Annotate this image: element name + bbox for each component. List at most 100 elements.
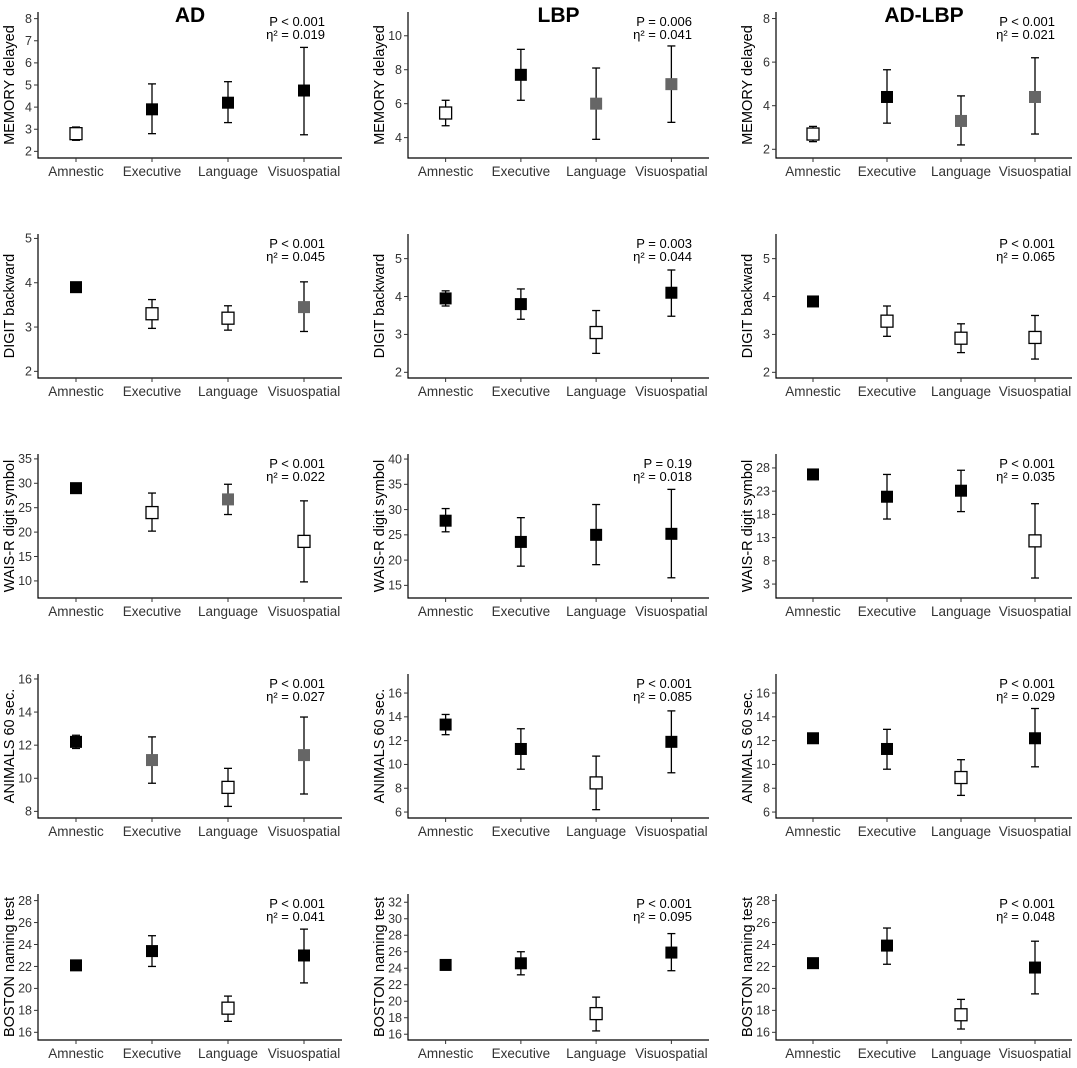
data-point-marker: [590, 528, 603, 541]
y-tick-label: 6: [25, 56, 32, 70]
y-tick-label: 5: [25, 232, 32, 246]
x-tick-label: Executive: [123, 384, 182, 399]
x-tick-label: Visuospatial: [999, 384, 1072, 399]
y-tick-label: 14: [388, 710, 402, 724]
y-tick-label: 24: [756, 938, 770, 952]
y-tick-label: 20: [756, 982, 770, 996]
x-tick-label: Visuospatial: [268, 604, 341, 619]
data-point-marker: [880, 314, 894, 328]
x-tick-label: Language: [198, 824, 258, 839]
x-tick-label: Visuospatial: [999, 604, 1072, 619]
stat-eta-squared: η² = 0.029: [996, 689, 1055, 704]
data-point-marker: [146, 945, 158, 958]
x-tick-label: Language: [566, 384, 626, 399]
data-point-marker: [807, 295, 819, 308]
data-point-marker: [807, 732, 819, 745]
data-point-marker: [881, 939, 893, 952]
data-point-marker: [881, 742, 893, 755]
y-tick-label: 6: [763, 805, 770, 819]
y-tick-label: 24: [18, 938, 32, 952]
x-tick-label: Language: [566, 164, 626, 179]
stat-eta-squared: η² = 0.019: [266, 27, 325, 42]
x-tick-label: Executive: [858, 384, 917, 399]
data-point-marker: [954, 770, 968, 785]
y-tick-label: 24: [388, 962, 402, 976]
y-tick-label: 28: [756, 461, 770, 475]
x-tick-label: Executive: [123, 604, 182, 619]
data-point-marker: [1028, 330, 1042, 345]
data-point-marker: [665, 946, 678, 959]
y-tick-label: 15: [18, 550, 32, 564]
y-tick-label: 10: [388, 29, 402, 43]
y-tick-label: 30: [18, 477, 32, 491]
y-tick-label: 16: [388, 1028, 402, 1042]
x-tick-label: Amnestic: [48, 604, 104, 619]
y-axis-label: ANIMALS 60 sec.: [740, 689, 756, 803]
stat-p-value: P < 0.001: [999, 14, 1055, 29]
x-tick-label: Visuospatial: [635, 824, 708, 839]
data-point-marker: [807, 957, 819, 970]
data-point-marker: [298, 949, 310, 962]
y-tick-label: 16: [18, 672, 32, 686]
x-tick-label: Executive: [858, 164, 917, 179]
stat-eta-squared: η² = 0.065: [996, 249, 1055, 264]
x-tick-label: Executive: [858, 1046, 917, 1061]
y-tick-label: 3: [25, 320, 32, 334]
panel-0-0: 2 3 4 5 6 7 8 Amnestic Executive Language Visuospa…: [2, 4, 342, 179]
x-tick-label: Language: [566, 824, 626, 839]
data-point-marker: [222, 96, 234, 109]
panel-0-1: 4 6 8 10 Amnestic Executive Language Visuospati…: [372, 4, 709, 179]
y-tick-label: 15: [388, 579, 402, 593]
y-tick-label: 3: [763, 328, 770, 342]
y-tick-label: 28: [388, 929, 402, 943]
x-tick-label: Visuospatial: [999, 824, 1072, 839]
y-tick-label: 23: [756, 484, 770, 498]
y-axis-label: MEMORY delayed: [740, 25, 756, 145]
y-tick-label: 40: [388, 452, 402, 466]
y-tick-label: 10: [18, 574, 32, 588]
data-point-marker: [589, 1006, 603, 1021]
y-tick-label: 8: [395, 63, 402, 77]
y-axis-label: DIGIT backward: [2, 254, 18, 359]
x-tick-label: Executive: [492, 824, 551, 839]
x-tick-label: Language: [198, 164, 258, 179]
y-tick-label: 20: [18, 982, 32, 996]
y-tick-label: 22: [18, 960, 32, 974]
y-axis-label: BOSTON naming test: [2, 897, 18, 1037]
stat-eta-squared: η² = 0.044: [633, 249, 692, 264]
panel-3-2: 6 8 10 12 14 16 Amnestic Executive Language Visuo…: [740, 674, 1072, 839]
data-point-marker: [514, 957, 527, 970]
y-tick-label: 13: [756, 531, 770, 545]
stat-eta-squared: η² = 0.035: [996, 469, 1055, 484]
data-point-marker: [955, 114, 967, 127]
x-tick-label: Executive: [858, 824, 917, 839]
x-tick-label: Executive: [123, 164, 182, 179]
y-axis-label: WAIS-R digit symbol: [740, 460, 756, 592]
x-tick-label: Executive: [123, 1046, 182, 1061]
data-point-marker: [146, 103, 158, 116]
data-point-marker: [70, 482, 82, 495]
stat-eta-squared: η² = 0.027: [266, 689, 325, 704]
x-tick-label: Amnestic: [785, 164, 841, 179]
y-axis-label: MEMORY delayed: [372, 25, 388, 145]
x-tick-label: Visuospatial: [268, 1046, 341, 1061]
data-point-marker: [145, 307, 159, 321]
x-tick-label: Amnestic: [785, 1046, 841, 1061]
panel-0-2: 2 4 6 8 Amnestic Executive Language Visuospatia…: [740, 4, 1072, 179]
x-tick-label: Amnestic: [48, 164, 104, 179]
y-axis-label: MEMORY delayed: [2, 25, 18, 145]
data-point-marker: [1029, 90, 1041, 103]
data-point-marker: [955, 484, 967, 497]
data-point-marker: [514, 298, 527, 311]
x-tick-label: Visuospatial: [999, 1046, 1072, 1061]
stat-p-value: P = 0.003: [636, 236, 692, 251]
data-point-marker: [514, 535, 527, 548]
x-tick-label: Executive: [492, 604, 551, 619]
x-tick-label: Visuospatial: [635, 384, 708, 399]
x-tick-label: Visuospatial: [635, 604, 708, 619]
stat-p-value: P < 0.001: [999, 456, 1055, 471]
y-tick-label: 16: [756, 686, 770, 700]
y-tick-label: 18: [756, 1004, 770, 1018]
stat-eta-squared: η² = 0.045: [266, 249, 325, 264]
